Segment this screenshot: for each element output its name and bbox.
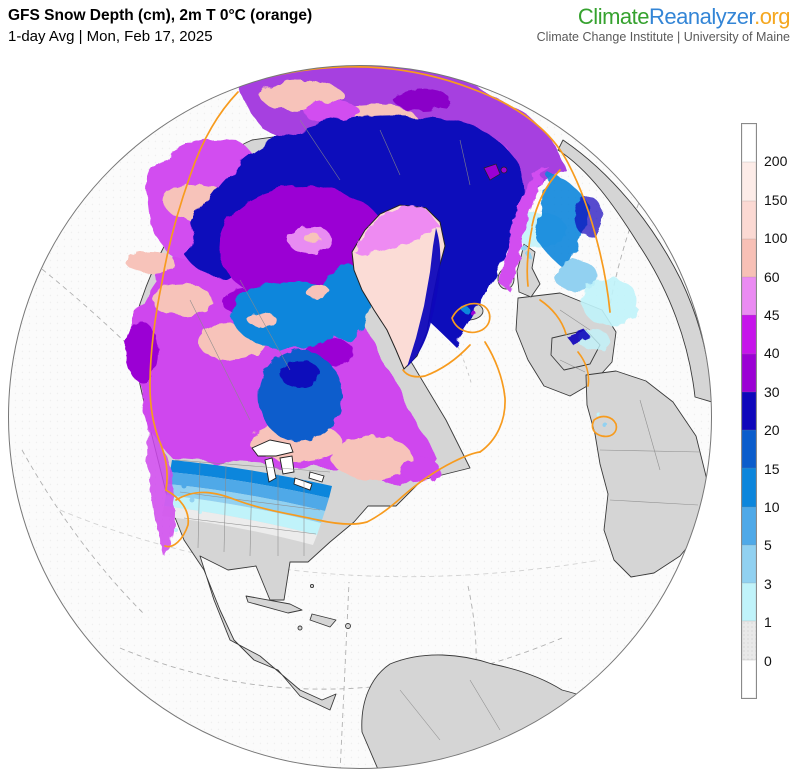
south-america bbox=[361, 654, 657, 769]
east-europe-snow bbox=[582, 278, 638, 326]
header-titles: GFS Snow Depth (cm), 2m T 0°C (orange) 1… bbox=[8, 6, 312, 47]
legend-label: 30 bbox=[764, 383, 780, 400]
africa bbox=[585, 370, 708, 578]
site-logo[interactable]: ClimateReanalyzer.org Climate Change Ins… bbox=[536, 4, 791, 45]
legend-label: 40 bbox=[764, 345, 780, 362]
sweden-finland-snow bbox=[536, 172, 590, 270]
legend-label: 15 bbox=[764, 460, 780, 477]
legend-label: 20 bbox=[764, 422, 780, 439]
asia-limb bbox=[557, 139, 712, 403]
legend-label: 0 bbox=[764, 652, 772, 669]
hispaniola bbox=[309, 613, 337, 628]
snow-cover bbox=[126, 65, 638, 556]
hudson-bay-ice bbox=[258, 350, 342, 442]
legend-segment bbox=[742, 200, 756, 239]
legend-label: 100 bbox=[764, 230, 788, 247]
great-britain bbox=[516, 243, 541, 298]
freezing-line-contours bbox=[149, 66, 618, 548]
legend-label: 60 bbox=[764, 268, 780, 285]
greenland-north-snow bbox=[354, 206, 438, 256]
logo-part-reanalyzer: Reanalyzer bbox=[649, 4, 755, 29]
legend-label: 200 bbox=[764, 153, 788, 170]
legend-label: 3 bbox=[764, 575, 772, 592]
legend-segment bbox=[742, 621, 756, 660]
legend-segment bbox=[742, 277, 756, 316]
logo-part-climate: Climate bbox=[577, 4, 650, 29]
legend-segment bbox=[742, 315, 756, 354]
great-lakes bbox=[251, 439, 325, 491]
legend-segment bbox=[742, 124, 756, 163]
borders bbox=[174, 119, 701, 741]
legend-segment bbox=[742, 353, 756, 392]
svalbard bbox=[483, 163, 508, 181]
legend-label: 45 bbox=[764, 307, 780, 323]
legend-label: 5 bbox=[764, 537, 772, 554]
legend-label: 150 bbox=[764, 191, 788, 208]
logo-part-org: .org bbox=[754, 4, 790, 29]
legend-segment bbox=[742, 583, 756, 622]
legend-segment bbox=[742, 659, 756, 698]
legend-label: 1 bbox=[764, 614, 772, 631]
globe-rim bbox=[8, 65, 712, 769]
legend-segment bbox=[742, 544, 756, 584]
baltics-snow bbox=[554, 261, 598, 291]
legend-segment bbox=[742, 162, 756, 201]
rockies-snow bbox=[146, 420, 175, 556]
legend-segment bbox=[742, 506, 756, 545]
cuba bbox=[245, 595, 303, 614]
map-date-subtitle: 1-day Avg | Mon, Feb 17, 2025 bbox=[8, 27, 213, 45]
legend-segment bbox=[742, 238, 756, 278]
legend-labels: 200 150 100 60 45 40 30 20 15 10 5 3 1 0 bbox=[764, 123, 800, 699]
norway-snow bbox=[498, 166, 548, 292]
logo-tagline: Climate Change Institute | University of… bbox=[536, 30, 790, 45]
alps-snow bbox=[566, 329, 590, 344]
legend-label: 10 bbox=[764, 499, 780, 515]
greenland-east-coast-snow bbox=[407, 228, 441, 367]
legend-segment bbox=[742, 391, 756, 431]
legend-colorbar bbox=[741, 123, 757, 699]
logo-wordmark[interactable]: ClimateReanalyzer.org bbox=[537, 4, 791, 29]
map-title: GFS Snow Depth (cm), 2m T 0°C (orange) bbox=[8, 7, 313, 24]
legend-segment bbox=[742, 468, 756, 507]
legend-segment bbox=[742, 430, 756, 469]
greenland bbox=[351, 204, 446, 370]
